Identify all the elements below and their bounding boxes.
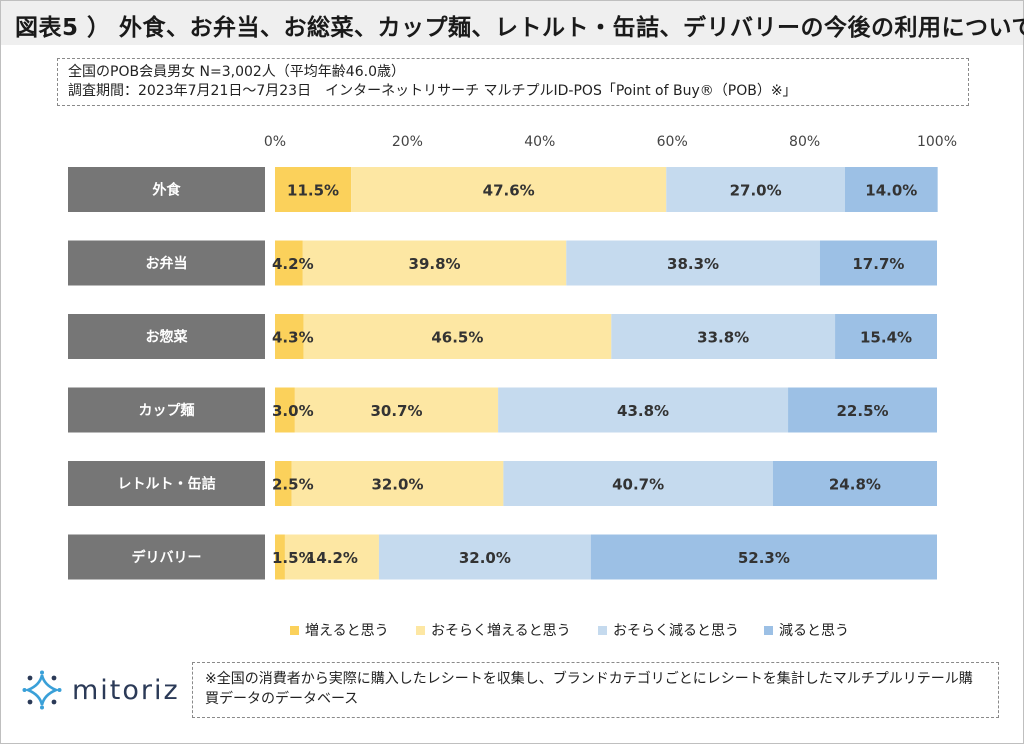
legend-swatch: [764, 625, 773, 635]
bar-segment: [302, 240, 567, 286]
data-label: 39.8%: [409, 255, 461, 273]
x-tick-label: 20%: [392, 134, 423, 150]
category-label: デリバリー: [132, 549, 202, 566]
category-label-box: [68, 314, 265, 359]
survey-info-box: 全国のPOB会員男女 N=3,002人（平均年齢46.0歳） 調査期間：2023…: [57, 58, 969, 106]
x-tick-label: 40%: [524, 134, 555, 150]
data-label: 52.3%: [738, 549, 790, 567]
category-label: レトルト・缶詰: [118, 476, 216, 493]
data-label: 30.7%: [370, 402, 422, 420]
bar-segment: [844, 167, 938, 212]
legend-item: おそらく減ると思う: [598, 620, 739, 640]
bar-segment: [275, 461, 292, 506]
bar-segment: [275, 240, 303, 286]
data-label: 47.6%: [483, 182, 535, 200]
legend-label: 増えると思う: [305, 623, 389, 639]
bar-segment: [294, 387, 499, 433]
legend-label: おそらく減ると思う: [613, 623, 739, 639]
category-label: 外食: [153, 182, 182, 199]
data-label: 2.5%: [272, 476, 314, 494]
data-label: 22.5%: [837, 402, 889, 420]
data-label: 27.0%: [730, 182, 782, 200]
bar-segment: [666, 167, 845, 212]
x-tick-label: 100%: [917, 134, 957, 150]
bar-segment: [590, 534, 937, 580]
survey-sample-line: 全国のPOB会員男女 N=3,002人（平均年齢46.0歳）: [68, 64, 405, 80]
figure-title: 図表5 ） 外食、お弁当、お総菜、カップ麺、レトルト・缶詰、デリバリーの今後の利…: [15, 15, 1024, 41]
bar-segment: [498, 387, 789, 433]
chart-legend: 増えると思う おそらく増えると思う おそらく減ると思う 減ると思う: [0, 620, 1024, 644]
data-label: 1.5%: [272, 549, 314, 567]
bar-segment: [291, 461, 504, 506]
bar-segment: [351, 167, 667, 212]
legend-label: 減ると思う: [779, 623, 849, 639]
data-label: 14.0%: [865, 182, 917, 200]
bar-segment: [835, 314, 937, 359]
bar-segment: [303, 314, 612, 359]
bar-segment: [275, 534, 285, 580]
bar-segment: [284, 534, 379, 580]
data-label: 46.5%: [431, 329, 483, 347]
footnote-text: ※全国の消費者から実際に購入したレシートを収集し、ブランドカテゴリごとにレシート…: [205, 671, 973, 707]
legend-item: おそらく増えると思う: [416, 620, 571, 640]
data-label: 33.8%: [697, 329, 749, 347]
data-label: 14.2%: [306, 549, 358, 567]
legend-item: 減ると思う: [764, 620, 849, 640]
bar-segment: [788, 387, 937, 433]
bar-segment: [378, 534, 591, 580]
bar-segment: [772, 461, 937, 506]
bar-segment: [275, 314, 304, 359]
data-label: 11.5%: [287, 182, 339, 200]
mitoriz-logo: mitoriz: [22, 665, 187, 715]
survey-period-line: 調査期間：2023年7月21日～7月23日 インターネットリサーチ マルチプルI…: [68, 83, 797, 99]
legend-swatch: [598, 625, 607, 635]
bar-segment: [275, 387, 295, 433]
category-label-box: [68, 534, 265, 580]
legend-swatch: [416, 625, 425, 635]
bar-segment: [566, 240, 820, 286]
data-label: 32.0%: [371, 476, 423, 494]
category-label-box: [68, 387, 265, 433]
bar-segment: [819, 240, 937, 286]
data-label: 4.3%: [272, 329, 314, 347]
bar-segment: [503, 461, 773, 506]
mitoriz-sparkle-icon: [22, 670, 62, 710]
data-label: 40.7%: [612, 476, 664, 494]
legend-swatch: [290, 625, 299, 635]
data-label: 4.2%: [272, 255, 314, 273]
legend-label: おそらく増えると思う: [431, 623, 571, 639]
category-label-box: [68, 240, 265, 286]
data-label: 24.8%: [829, 476, 881, 494]
data-label: 38.3%: [667, 255, 719, 273]
stacked-bar-chart: 0% 20% 40% 60% 80% 100% 外食 11.5% 47.6% 27.0% 14.0%…: [68, 134, 957, 580]
data-label: 32.0%: [459, 549, 511, 567]
data-label: 17.7%: [852, 255, 904, 273]
category-label-box: [68, 167, 265, 212]
legend-item: 増えると思う: [290, 620, 389, 640]
logo-text: mitoriz: [72, 674, 180, 706]
bar-segment: [275, 167, 352, 212]
footnote-box: ※全国の消費者から実際に購入したレシートを収集し、ブランドカテゴリごとにレシート…: [192, 662, 999, 718]
x-tick-label: 80%: [789, 134, 820, 150]
category-label: カップ麺: [139, 402, 195, 419]
data-label: 15.4%: [860, 329, 912, 347]
data-label: 43.8%: [617, 402, 669, 420]
x-tick-label: 60%: [657, 134, 688, 150]
x-tick-label: 0%: [264, 134, 286, 150]
bar-segment: [611, 314, 836, 359]
data-label: 3.0%: [272, 402, 314, 420]
category-label: お弁当: [146, 255, 188, 272]
title-bar: 図表5 ） 外食、お弁当、お総菜、カップ麺、レトルト・缶詰、デリバリーの今後の利…: [1, 1, 1024, 45]
category-label-box: [68, 461, 265, 506]
category-label: お惣菜: [146, 329, 189, 346]
